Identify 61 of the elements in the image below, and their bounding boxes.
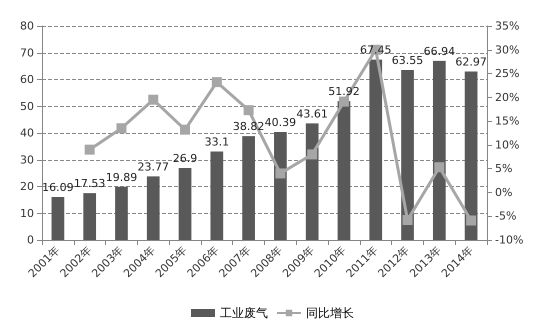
bar [338, 101, 350, 240]
point [275, 168, 286, 178]
point [84, 144, 95, 155]
y2-tick-label: -10% [495, 234, 524, 246]
y2-tick-label: -5% [495, 210, 516, 223]
y-tick-label: 30 [20, 153, 34, 166]
data-label: 66.94 [424, 44, 456, 58]
y2-tick-label: 35% [495, 20, 520, 32]
bar [242, 136, 255, 240]
data-label: 17.53 [74, 177, 106, 190]
y-tick-label: 0 [27, 234, 34, 246]
bar [178, 168, 192, 240]
bar [306, 123, 319, 240]
bar [369, 60, 382, 240]
data-label: 26.9 [172, 152, 198, 166]
legend-label: 工业废气 [220, 306, 268, 320]
bar [432, 60, 446, 240]
y-tick-label: 10 [20, 206, 34, 220]
y-tick-label: 70 [20, 46, 34, 60]
data-label: 67.45 [360, 44, 392, 57]
y2-tick-label: 20% [495, 90, 520, 104]
y-tick-label: 40 [20, 126, 34, 140]
legend-label: 同比增长 [306, 306, 354, 320]
y2-tick-label: 5% [495, 162, 512, 176]
data-label: 51.92 [328, 85, 360, 98]
data-label: 33.1 [204, 135, 230, 148]
point [180, 124, 190, 135]
data-label: 23.77 [138, 160, 169, 174]
point [148, 94, 158, 105]
y-tick-label: 60 [20, 73, 34, 86]
bar [146, 176, 160, 240]
point [307, 149, 318, 160]
y2-tick-label: 0% [495, 186, 512, 199]
point [402, 215, 413, 226]
point [466, 216, 476, 226]
bar [464, 72, 478, 240]
y2-tick-label: 25% [495, 67, 520, 80]
data-label: 38.82 [232, 120, 264, 134]
bar [210, 151, 224, 240]
y-tick-label: 80 [20, 20, 34, 32]
data-label: 63.55 [392, 54, 424, 68]
y2-tick-label: 10% [495, 138, 520, 152]
point [212, 77, 222, 88]
data-label: 40.39 [264, 116, 296, 129]
bar [52, 196, 64, 240]
bar [274, 132, 287, 240]
data-label: 43.61 [296, 107, 328, 120]
y-tick-label: 20 [20, 180, 34, 193]
data-label: 19.89 [106, 170, 138, 184]
point [434, 162, 444, 172]
bar [115, 186, 128, 240]
y2-tick-label: 30% [495, 43, 520, 56]
y2-tick-label: 15% [495, 114, 520, 128]
point [338, 96, 349, 107]
point [116, 123, 126, 134]
bar [83, 193, 96, 240]
y-tick-label: 50 [20, 100, 34, 113]
bar [401, 70, 414, 240]
data-label: 16.09 [42, 180, 74, 194]
point [244, 105, 254, 116]
data-label: 62.97 [455, 56, 487, 69]
